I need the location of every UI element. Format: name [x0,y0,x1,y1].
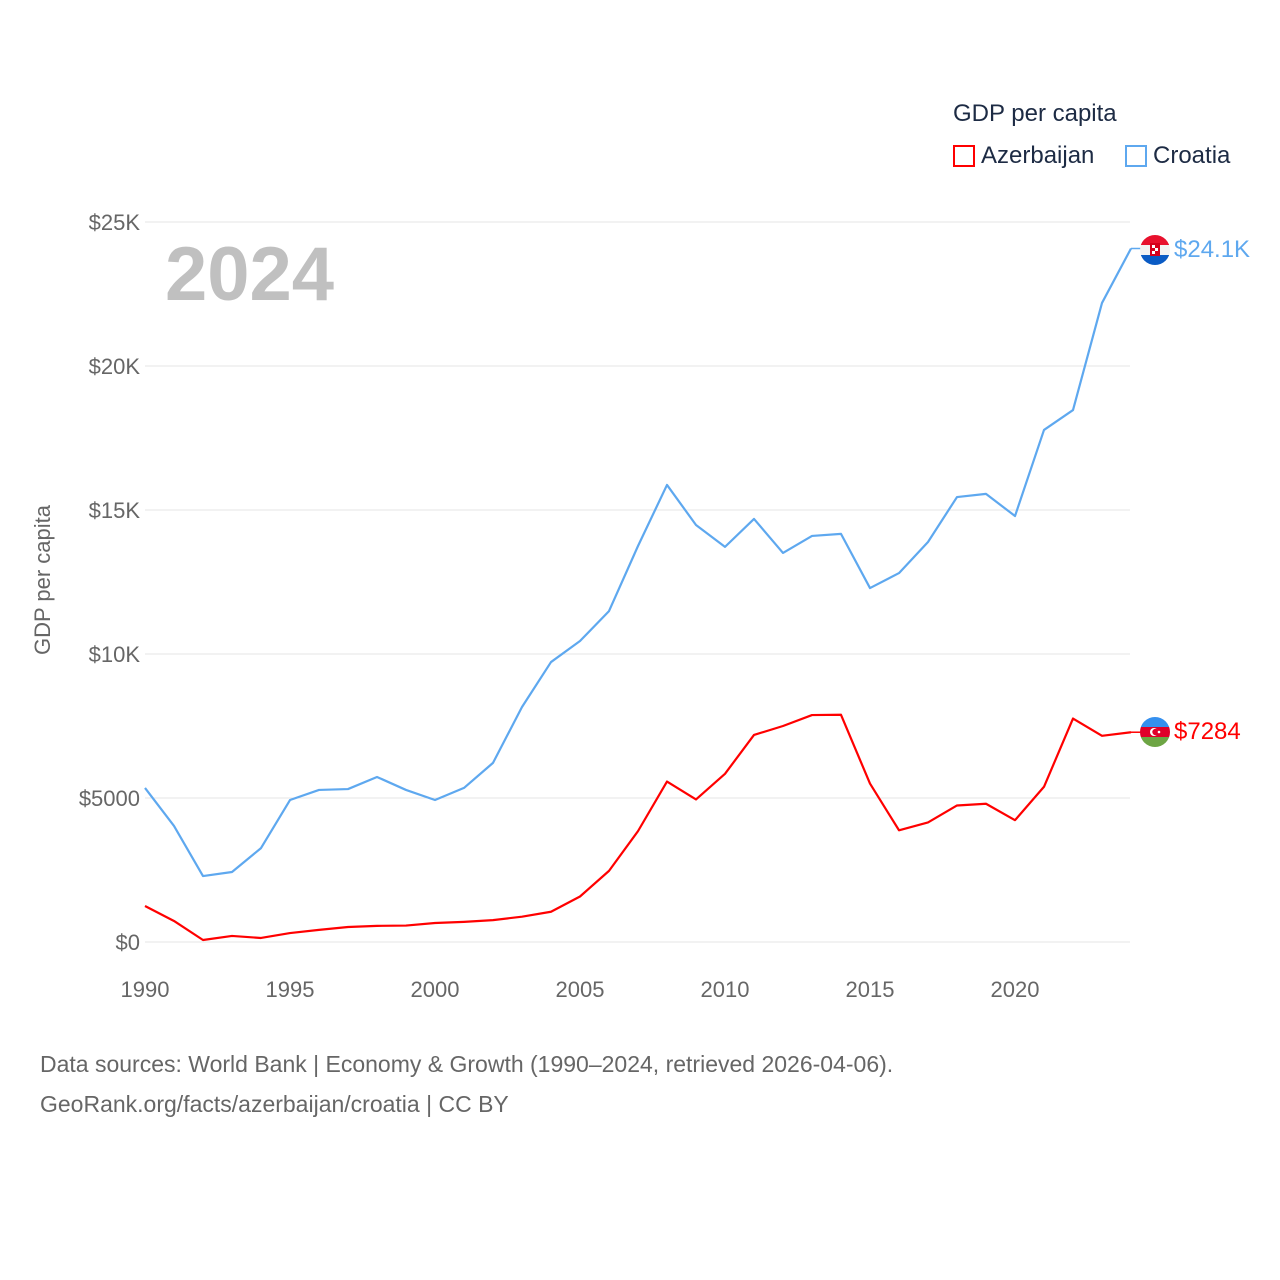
footer-source: Data sources: World Bank | Economy & Gro… [40,1044,893,1124]
legend-title: GDP per capita [953,100,1117,127]
legend-label: Croatia [1153,142,1231,169]
y-axis-label: GDP per capita [30,504,55,655]
y-tick-label: $0 [116,930,140,955]
y-tick-label: $15K [89,498,141,523]
legend-label: Azerbaijan [981,142,1095,169]
legend-item-azerbaijan[interactable]: Azerbaijan [953,142,1094,170]
series-line-croatia [144,247,1132,878]
x-tick-label: 1990 [121,977,170,1002]
y-tick-label: $5000 [79,786,140,811]
series-line-azerbaijan [144,713,1132,942]
legend-swatch [953,145,975,167]
flag-azerbaijan-icon [1140,717,1170,747]
legend-swatch [1125,145,1147,167]
x-tick-label: 2010 [701,977,750,1002]
y-tick-label: $10K [89,642,141,667]
x-tick-label: 2005 [556,977,605,1002]
x-tick-label: 2020 [991,977,1040,1002]
footer-line-1: Data sources: World Bank | Economy & Gro… [40,1051,894,1077]
legend-item-croatia[interactable]: Croatia [1125,142,1230,170]
flag-croatia-icon [1140,235,1170,265]
x-tick-label: 2015 [846,977,895,1002]
x-tick-label: 2000 [411,977,460,1002]
end-label-croatia: $24.1K [1174,236,1250,263]
footer-line-2: GeoRank.org/facts/azerbaijan/croatia | C… [40,1091,509,1117]
year-watermark: 2024 [165,232,334,317]
end-label-azerbaijan: $7284 [1174,718,1241,745]
y-tick-label: $20K [89,354,141,379]
y-tick-label: $25K [89,210,141,235]
x-tick-label: 1995 [266,977,315,1002]
